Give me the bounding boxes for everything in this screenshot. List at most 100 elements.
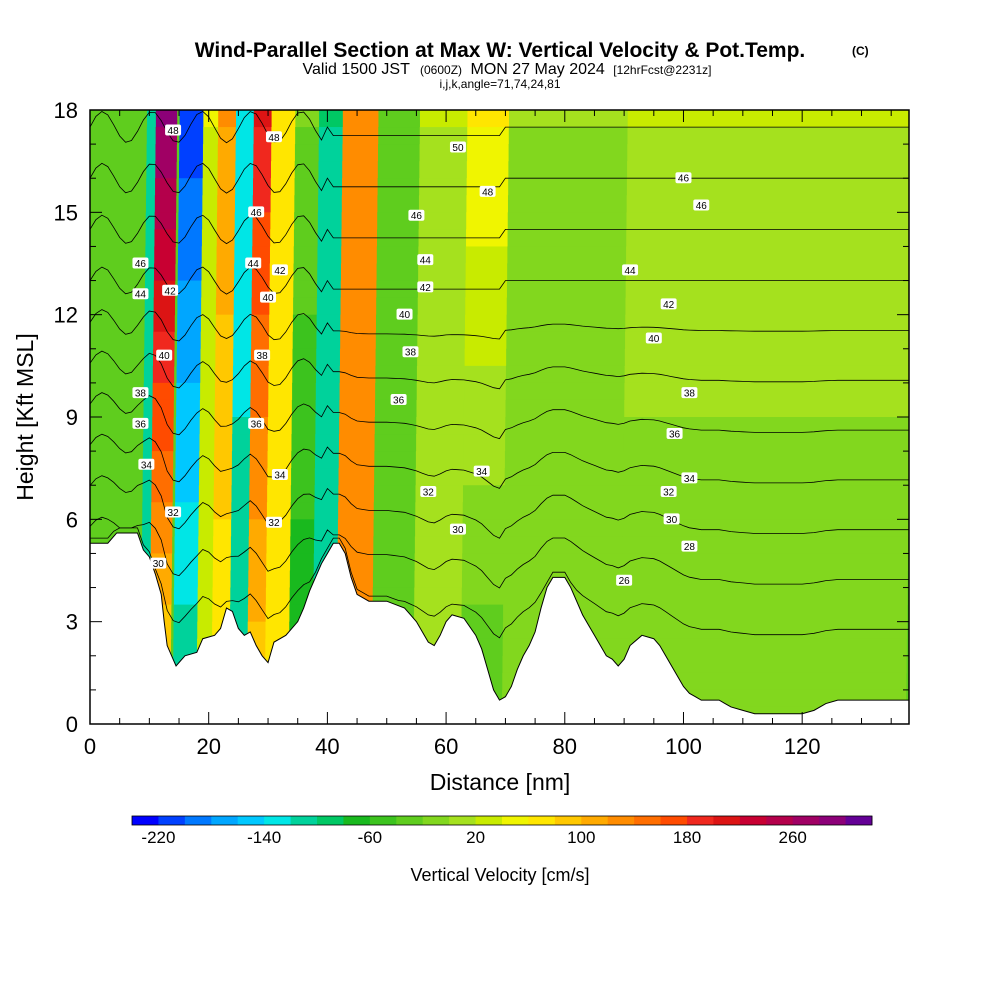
velocity-cell-5 bbox=[235, 178, 254, 196]
contour-label-text: 38 bbox=[405, 348, 417, 359]
velocity-cell-6 bbox=[249, 434, 269, 452]
velocity-cell-13 bbox=[462, 519, 505, 537]
theta-contour-26 bbox=[90, 527, 909, 639]
velocity-cell-14 bbox=[506, 331, 626, 350]
velocity-cell-3 bbox=[200, 365, 216, 384]
contour-label: 42 bbox=[417, 281, 434, 294]
contour-label: 46 bbox=[248, 206, 265, 219]
velocity-cell-5 bbox=[230, 587, 249, 606]
contour-label: 50 bbox=[449, 141, 466, 154]
velocity-cell-3 bbox=[202, 178, 218, 196]
contour-label-text: 36 bbox=[135, 419, 147, 430]
colorbar-swatch bbox=[819, 816, 846, 825]
velocity-cell-5 bbox=[235, 144, 254, 162]
velocity-cell-4 bbox=[215, 314, 235, 333]
velocity-cell-12 bbox=[416, 382, 465, 401]
velocity-cell-12 bbox=[416, 434, 465, 452]
velocity-cell-8 bbox=[294, 161, 320, 179]
velocity-cell-1 bbox=[154, 246, 176, 265]
velocity-cell-2 bbox=[175, 485, 200, 503]
velocity-cell-4 bbox=[213, 536, 232, 555]
velocity-cell-2 bbox=[178, 212, 203, 230]
velocity-cell-13 bbox=[462, 485, 506, 503]
velocity-cell-12 bbox=[414, 536, 463, 555]
velocity-cell-11 bbox=[375, 382, 418, 401]
velocity-cell-15 bbox=[627, 110, 909, 128]
copyright-mark: (C) bbox=[852, 44, 869, 58]
colorbar-swatch bbox=[184, 816, 212, 825]
valid-utc: (0600Z) bbox=[420, 63, 462, 77]
velocity-cell-15 bbox=[627, 144, 909, 162]
colorbar-swatch bbox=[845, 816, 873, 825]
contour-label-text: 48 bbox=[268, 133, 280, 144]
contour-label: 34 bbox=[473, 465, 490, 478]
velocity-cell-5 bbox=[230, 570, 249, 589]
velocity-cell-12 bbox=[418, 263, 467, 282]
velocity-cell-14 bbox=[506, 314, 626, 333]
contour-label: 30 bbox=[449, 523, 466, 536]
velocity-cell-7 bbox=[270, 161, 296, 179]
x-tick-label: 20 bbox=[196, 734, 220, 759]
velocity-cell-15 bbox=[621, 621, 908, 640]
velocity-cell-15 bbox=[625, 280, 909, 299]
contour-label-text: 38 bbox=[135, 389, 147, 400]
velocity-cell-2 bbox=[174, 519, 200, 537]
colorbar-swatch bbox=[422, 816, 450, 825]
velocity-cell-13 bbox=[463, 399, 507, 418]
velocity-cell-10 bbox=[342, 161, 379, 179]
velocity-cell-10 bbox=[337, 519, 375, 537]
velocity-cell-13 bbox=[465, 246, 508, 265]
contour-label: 46 bbox=[693, 199, 710, 212]
velocity-cell-7 bbox=[268, 348, 294, 367]
velocity-cell-2 bbox=[176, 331, 202, 350]
velocity-cell-7 bbox=[266, 536, 291, 555]
velocity-cell-7 bbox=[271, 144, 296, 162]
velocity-cell-8 bbox=[295, 110, 320, 128]
velocity-cell-10 bbox=[342, 144, 379, 162]
colorbar-swatch bbox=[581, 816, 609, 825]
velocity-cell-14 bbox=[507, 212, 628, 230]
y-tick-label: 15 bbox=[54, 200, 78, 225]
velocity-cell-3 bbox=[197, 621, 213, 640]
contour-label: 32 bbox=[420, 486, 437, 499]
velocity-cell-15 bbox=[620, 672, 907, 691]
velocity-cell-10 bbox=[339, 382, 376, 401]
contour-label-text: 40 bbox=[262, 293, 274, 304]
velocity-cell-15 bbox=[624, 399, 909, 418]
velocity-cell-6 bbox=[250, 365, 270, 384]
velocity-cell-6 bbox=[253, 144, 272, 162]
velocity-cell-9 bbox=[317, 280, 342, 299]
contour-label: 30 bbox=[663, 513, 680, 526]
chart-subtitle: Valid 1500 JST (0600Z) MON 27 May 2024 [… bbox=[303, 61, 712, 78]
velocity-cell-6 bbox=[252, 178, 272, 196]
velocity-cell-15 bbox=[622, 519, 909, 537]
velocity-cell-11 bbox=[377, 195, 420, 213]
colorbar-label: 260 bbox=[779, 828, 807, 847]
colorbar-label: -60 bbox=[358, 828, 383, 847]
velocity-cell-15 bbox=[624, 382, 909, 401]
velocity-cell-2 bbox=[179, 110, 204, 128]
theta-contour-50 bbox=[90, 8, 909, 42]
velocity-cell-10 bbox=[341, 212, 378, 230]
velocity-cell-1 bbox=[155, 110, 178, 128]
velocity-cell-12 bbox=[414, 553, 463, 572]
velocity-cell-2 bbox=[178, 178, 204, 196]
colorbar-swatch bbox=[343, 816, 371, 825]
velocity-cell-10 bbox=[339, 399, 376, 418]
velocity-cell-3 bbox=[198, 502, 215, 520]
velocity-cell-1 bbox=[151, 485, 173, 503]
contour-label: 34 bbox=[138, 458, 155, 471]
colorbar-frame bbox=[131, 815, 873, 826]
contour-label: 46 bbox=[675, 172, 692, 185]
velocity-cell-8 bbox=[293, 263, 318, 282]
velocity-cell-7 bbox=[268, 331, 294, 350]
velocity-cell-5 bbox=[232, 365, 252, 384]
contour-label: 40 bbox=[396, 308, 413, 321]
velocity-cell-12 bbox=[417, 314, 466, 333]
contour-label-text: 50 bbox=[452, 143, 464, 154]
velocity-cell-1 bbox=[150, 519, 173, 537]
velocity-cell-8 bbox=[289, 570, 315, 589]
velocity-cell-8 bbox=[290, 485, 316, 503]
velocity-cell-5 bbox=[233, 297, 253, 316]
colorbar-swatch bbox=[264, 816, 291, 825]
